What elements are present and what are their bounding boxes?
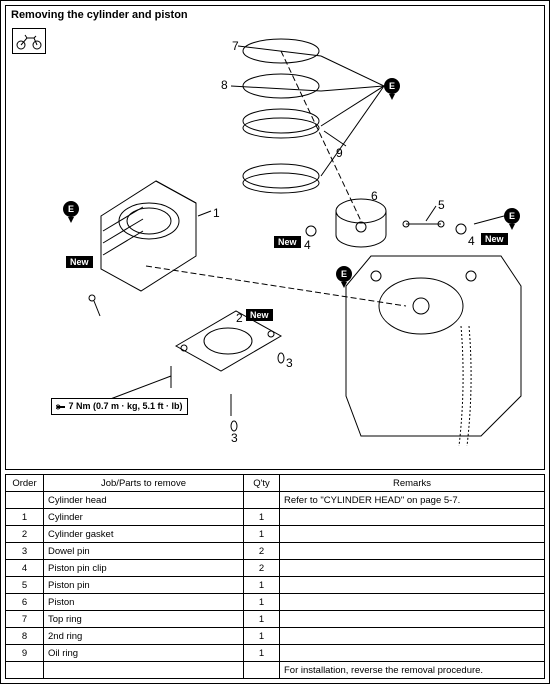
- torque-wrench-icon: [56, 402, 66, 412]
- table-row: 1 Cylinder 1: [6, 509, 545, 526]
- th-qty: Q'ty: [244, 475, 280, 492]
- cell-qty: 1: [244, 509, 280, 526]
- exploded-diagram: Removing the cylinder and piston: [5, 5, 545, 470]
- e-drip-icon: [509, 224, 515, 230]
- cell-order: 4: [6, 560, 44, 577]
- cell-qty: 1: [244, 611, 280, 628]
- cell-qty: 1: [244, 645, 280, 662]
- cell-remarks: [280, 628, 545, 645]
- e-badge-piston: E: [336, 266, 352, 282]
- e-badge-cylinder: E: [63, 201, 79, 217]
- table-row: 4 Piston pin clip 2: [6, 560, 545, 577]
- table-row: For installation, reverse the removal pr…: [6, 662, 545, 679]
- cell-order: 8: [6, 628, 44, 645]
- cell-qty: [244, 662, 280, 679]
- table-row: 8 2nd ring 1: [6, 628, 545, 645]
- cell-job: [44, 662, 244, 679]
- cell-remarks: [280, 560, 545, 577]
- cell-job: Top ring: [44, 611, 244, 628]
- cell-order: 9: [6, 645, 44, 662]
- table-row: 9 Oil ring 1: [6, 645, 545, 662]
- cell-qty: [244, 492, 280, 509]
- torque-text: 7 Nm (0.7 m · kg, 5.1 ft · lb): [69, 401, 183, 411]
- callout-8: 8: [221, 78, 228, 92]
- cell-job: Cylinder head: [44, 492, 244, 509]
- cell-job: Piston pin: [44, 577, 244, 594]
- cell-job: Dowel pin: [44, 543, 244, 560]
- new-tag-clip-r: New: [481, 233, 508, 245]
- e-drip-icon: [341, 282, 347, 288]
- cell-qty: 2: [244, 543, 280, 560]
- cell-job: Piston: [44, 594, 244, 611]
- cell-remarks: For installation, reverse the removal pr…: [280, 662, 545, 679]
- table-header-row: Order Job/Parts to remove Q'ty Remarks: [6, 475, 545, 492]
- new-tag-cylinder: New: [66, 256, 93, 268]
- table-row: Cylinder head Refer to "CYLINDER HEAD" o…: [6, 492, 545, 509]
- th-remarks: Remarks: [280, 475, 545, 492]
- e-drip-icon: [68, 217, 74, 223]
- callout-4b: 4: [468, 234, 475, 248]
- th-order: Order: [6, 475, 44, 492]
- cell-remarks: Refer to "CYLINDER HEAD" on page 5-7.: [280, 492, 545, 509]
- parts-table: Order Job/Parts to remove Q'ty Remarks C…: [5, 474, 545, 679]
- cell-remarks: [280, 526, 545, 543]
- table-row: 3 Dowel pin 2: [6, 543, 545, 560]
- cell-job: Oil ring: [44, 645, 244, 662]
- table-row: 7 Top ring 1: [6, 611, 545, 628]
- torque-spec: 7 Nm (0.7 m · kg, 5.1 ft · lb): [51, 398, 188, 415]
- cell-qty: 1: [244, 526, 280, 543]
- new-tag-clip-l: New: [274, 236, 301, 248]
- new-tag-gasket: New: [246, 309, 273, 321]
- cell-order: 6: [6, 594, 44, 611]
- cell-order: 3: [6, 543, 44, 560]
- cell-job: Piston pin clip: [44, 560, 244, 577]
- cell-order: 7: [6, 611, 44, 628]
- callout-5: 5: [438, 198, 445, 212]
- e-badge-rings: E: [384, 78, 400, 94]
- callout-4a: 4: [304, 238, 311, 252]
- e-drip-icon: [389, 94, 395, 100]
- cell-remarks: [280, 577, 545, 594]
- cell-job: Cylinder gasket: [44, 526, 244, 543]
- cell-remarks: [280, 611, 545, 628]
- callout-2: 2: [236, 311, 243, 325]
- cell-remarks: [280, 543, 545, 560]
- table-row: 2 Cylinder gasket 1: [6, 526, 545, 543]
- cell-remarks: [280, 594, 545, 611]
- callout-9: 9: [336, 146, 343, 160]
- callout-7: 7: [232, 39, 239, 53]
- cell-order: [6, 662, 44, 679]
- cell-order: 2: [6, 526, 44, 543]
- cell-remarks: [280, 509, 545, 526]
- cell-qty: 2: [244, 560, 280, 577]
- cell-qty: 1: [244, 577, 280, 594]
- cell-qty: 1: [244, 628, 280, 645]
- cell-job: Cylinder: [44, 509, 244, 526]
- cell-order: 1: [6, 509, 44, 526]
- callout-3b: 3: [231, 431, 238, 445]
- table-row: 5 Piston pin 1: [6, 577, 545, 594]
- cell-order: [6, 492, 44, 509]
- table-row: 6 Piston 1: [6, 594, 545, 611]
- cell-order: 5: [6, 577, 44, 594]
- th-job: Job/Parts to remove: [44, 475, 244, 492]
- cell-remarks: [280, 645, 545, 662]
- callout-1: 1: [213, 206, 220, 220]
- callout-3a: 3: [286, 356, 293, 370]
- cell-job: 2nd ring: [44, 628, 244, 645]
- cell-qty: 1: [244, 594, 280, 611]
- e-badge-pin: E: [504, 208, 520, 224]
- callout-6: 6: [371, 189, 378, 203]
- page-root: Removing the cylinder and piston: [0, 0, 550, 684]
